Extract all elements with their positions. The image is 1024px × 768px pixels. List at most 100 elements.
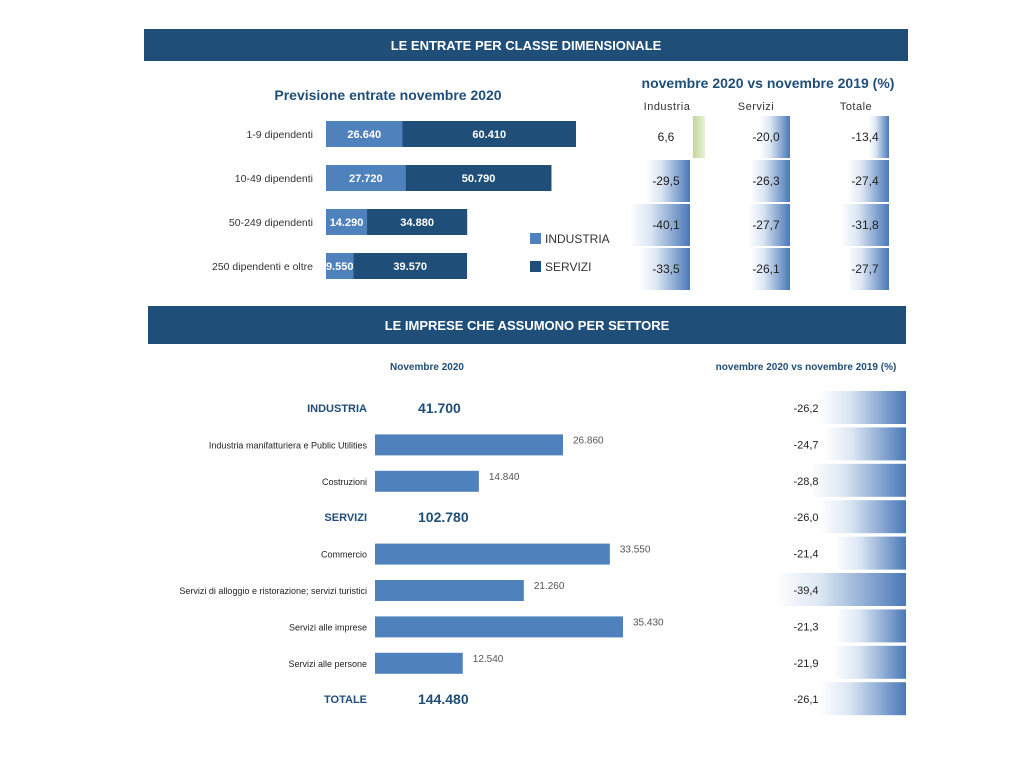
col-header-0: Industria xyxy=(644,101,691,113)
variation-value: -29,5 xyxy=(652,174,680,188)
sector-label: Servizi alle imprese xyxy=(289,622,367,632)
data-label-servizi: 50.790 xyxy=(462,173,496,185)
sector-variation-value: -26,1 xyxy=(793,694,818,706)
category-label: 1-9 dipendenti xyxy=(246,129,313,141)
variation-value: -26,3 xyxy=(752,174,780,188)
variation-value: -33,5 xyxy=(652,262,680,276)
sector-bar xyxy=(375,434,564,456)
group-total: 102.780 xyxy=(418,509,469,525)
variation-value: -27,4 xyxy=(851,174,879,188)
sector-variation-bar xyxy=(775,573,906,606)
sector-value-label: 26.860 xyxy=(573,435,604,446)
data-label-servizi: 60.410 xyxy=(472,129,506,141)
variation-value: 6,6 xyxy=(658,130,675,144)
variation-value: -26,1 xyxy=(752,262,780,276)
bar-servizi xyxy=(367,209,468,235)
sector-variation-value: -24,7 xyxy=(793,439,818,451)
sector-variation-value: -21,9 xyxy=(793,658,818,670)
sector-variation-bar xyxy=(819,500,906,534)
variation-bar xyxy=(840,204,889,246)
bar-servizi xyxy=(405,165,552,191)
col-header-2: Totale xyxy=(840,101,872,113)
variation-value: -40,1 xyxy=(652,218,680,232)
group-total: 41.700 xyxy=(418,400,461,416)
data-label-industria: 26.640 xyxy=(347,129,381,141)
section1-header-text: LE ENTRATE PER CLASSE DIMENSIONALE xyxy=(390,37,662,53)
variation-bar xyxy=(847,160,889,202)
legend-swatch-1 xyxy=(530,261,541,272)
sector-variation-bar xyxy=(810,463,906,497)
sector-variation-bar xyxy=(819,391,906,424)
variation-bar xyxy=(645,160,690,202)
sector-label: Industria manifatturiera e Public Utilit… xyxy=(209,440,368,450)
sector-variation-bar xyxy=(819,682,906,716)
sector-bar xyxy=(375,543,610,565)
sector-label: Costruzioni xyxy=(322,477,367,487)
bar-industria xyxy=(326,165,406,191)
sector-value-label: 35.430 xyxy=(633,617,664,628)
variation-bar xyxy=(693,116,705,158)
variation-value: -31,8 xyxy=(851,218,879,232)
sector-value-label: 14.840 xyxy=(489,472,520,483)
variation-bar xyxy=(750,248,790,290)
variation-bar xyxy=(847,248,889,290)
data-label-industria: 27.720 xyxy=(349,173,383,185)
section1-header: LE ENTRATE PER CLASSE DIMENSIONALE xyxy=(144,29,908,61)
s2-right-title: novembre 2020 vs novembre 2019 (%) xyxy=(716,362,897,373)
data-label-industria: 14.290 xyxy=(330,217,364,229)
sector-label: Servizi di alloggio e ristorazione; serv… xyxy=(179,586,367,596)
variation-value: -20,0 xyxy=(752,130,780,144)
group-label: SERVIZI xyxy=(324,512,367,524)
sector-value-label: 33.550 xyxy=(620,545,651,556)
variation-bar xyxy=(868,116,889,158)
sector-value-label: 21.260 xyxy=(534,581,565,592)
section2-header: LE IMPRESE CHE ASSUMONO PER SETTORE xyxy=(148,306,906,344)
sector-variation-value: -21,4 xyxy=(793,549,818,561)
sector-variation-bar xyxy=(835,609,906,643)
variation-bar xyxy=(759,116,790,158)
legend-swatch-0 xyxy=(530,233,541,244)
bar-industria xyxy=(326,253,354,279)
group-label: INDUSTRIA xyxy=(307,403,367,415)
sector-label: Commercio xyxy=(321,550,367,560)
sector-variation-value: -39,4 xyxy=(793,585,818,597)
variation-bar xyxy=(748,204,790,246)
variation-value: -27,7 xyxy=(752,218,780,232)
sector-bar xyxy=(375,470,479,492)
sector-bar xyxy=(375,616,623,638)
bar-servizi xyxy=(402,121,576,147)
data-label-servizi: 39.570 xyxy=(393,261,427,273)
section2-header-text: LE IMPRESE CHE ASSUMONO PER SETTORE xyxy=(384,317,670,333)
sector-variation-bar xyxy=(835,536,906,570)
variation-bar xyxy=(750,160,790,202)
s2-left-title: Novembre 2020 xyxy=(390,362,464,373)
legend-label-0: INDUSTRIA xyxy=(545,232,610,246)
variation-bar xyxy=(629,204,690,246)
sector-variation-value: -26,2 xyxy=(793,403,818,415)
variation-value: -27,7 xyxy=(851,262,879,276)
bar-industria xyxy=(326,209,368,235)
data-label-industria: 9.550 xyxy=(326,261,354,273)
sector-bar xyxy=(375,652,463,674)
group-total: 144.480 xyxy=(418,691,469,707)
sector-bar xyxy=(375,580,524,601)
bar-industria xyxy=(326,121,403,147)
legend-label-1: SERVIZI xyxy=(545,260,591,274)
col-header-1: Servizi xyxy=(738,101,775,113)
data-label-servizi: 34.880 xyxy=(400,217,434,229)
category-label: 50-249 dipendenti xyxy=(229,217,313,229)
sector-value-label: 12.540 xyxy=(473,654,504,665)
s1-left-title: Previsione entrate novembre 2020 xyxy=(274,87,501,103)
category-label: 250 dipendenti e oltre xyxy=(212,261,313,273)
s1-right-title: novembre 2020 vs novembre 2019 (%) xyxy=(642,75,895,91)
sector-label: Servizi alle persone xyxy=(288,659,367,669)
category-label: 10-49 dipendenti xyxy=(235,173,313,185)
sector-variation-value: -26,0 xyxy=(793,512,818,524)
bar-servizi xyxy=(353,253,468,279)
group-label: TOTALE xyxy=(324,694,367,706)
variation-bar xyxy=(639,248,690,290)
sector-variation-value: -21,3 xyxy=(793,621,818,633)
sector-variation-bar xyxy=(824,427,906,461)
variation-value: -13,4 xyxy=(851,130,879,144)
